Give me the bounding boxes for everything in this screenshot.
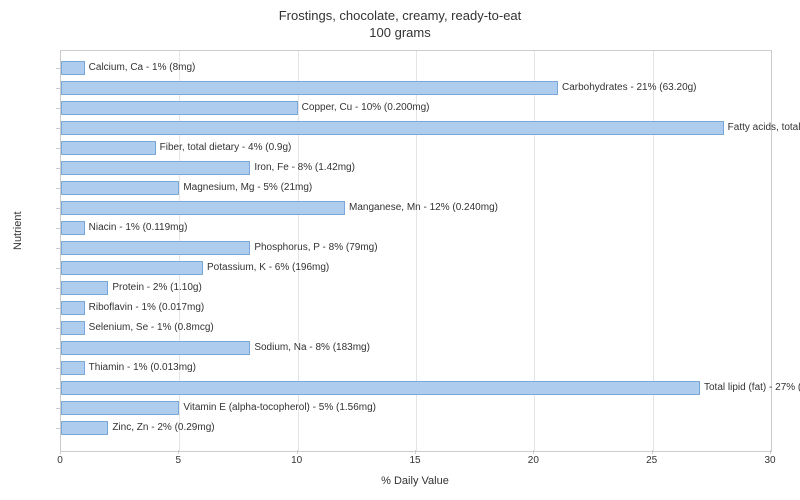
y-tick-mark — [56, 68, 60, 69]
y-tick-mark — [56, 268, 60, 269]
x-tick-mark — [60, 450, 61, 454]
nutrient-bar-label: Zinc, Zn - 2% (0.29mg) — [108, 421, 214, 435]
y-tick-mark — [56, 228, 60, 229]
nutrient-bar-label: Calcium, Ca - 1% (8mg) — [85, 61, 196, 75]
nutrient-bar-label: Selenium, Se - 1% (0.8mcg) — [85, 321, 214, 335]
nutrient-bar — [61, 381, 700, 395]
y-tick-mark — [56, 288, 60, 289]
y-tick-mark — [56, 168, 60, 169]
y-tick-mark — [56, 308, 60, 309]
x-tick-mark — [652, 450, 653, 454]
x-tick-mark — [415, 450, 416, 454]
nutrient-bar — [61, 321, 85, 335]
x-tick-label: 0 — [57, 455, 63, 466]
y-tick-mark — [56, 108, 60, 109]
nutrient-bar — [61, 181, 179, 195]
nutrient-bar — [61, 401, 179, 415]
nutrient-bar — [61, 161, 250, 175]
title-line-1: Frostings, chocolate, creamy, ready-to-e… — [279, 8, 522, 23]
nutrient-bar-label: Protein - 2% (1.10g) — [108, 281, 202, 295]
nutrient-bar — [61, 141, 156, 155]
x-tick-label: 25 — [646, 455, 657, 466]
nutrient-bar-label: Total lipid (fat) - 27% (17.60g) — [700, 381, 800, 395]
y-tick-mark — [56, 88, 60, 89]
y-tick-mark — [56, 348, 60, 349]
nutrient-bar-label: Fiber, total dietary - 4% (0.9g) — [156, 141, 292, 155]
nutrient-bar — [61, 121, 724, 135]
x-tick-label: 15 — [409, 455, 420, 466]
title-line-2: 100 grams — [369, 25, 430, 40]
nutrient-bar — [61, 341, 250, 355]
nutrient-bar-label: Fatty acids, total saturated - 28% (5.52… — [724, 121, 800, 135]
nutrient-bar-label: Magnesium, Mg - 5% (21mg) — [179, 181, 312, 195]
nutrient-bar — [61, 421, 108, 435]
nutrient-bar — [61, 361, 85, 375]
nutrient-bar — [61, 101, 298, 115]
y-tick-mark — [56, 408, 60, 409]
x-axis-label: % Daily Value — [60, 475, 770, 487]
nutrient-bar-label: Niacin - 1% (0.119mg) — [85, 221, 188, 235]
nutrient-bar-label: Copper, Cu - 10% (0.200mg) — [298, 101, 430, 115]
x-tick-label: 20 — [528, 455, 539, 466]
nutrient-bar — [61, 221, 85, 235]
y-tick-mark — [56, 248, 60, 249]
x-tick-mark — [770, 450, 771, 454]
nutrient-bar — [61, 81, 558, 95]
y-tick-mark — [56, 368, 60, 369]
x-tick-label: 10 — [291, 455, 302, 466]
nutrient-bar-label: Potassium, K - 6% (196mg) — [203, 261, 329, 275]
nutrient-bar — [61, 281, 108, 295]
x-tick-mark — [533, 450, 534, 454]
chart-title: Frostings, chocolate, creamy, ready-to-e… — [0, 0, 800, 42]
x-tick-label: 30 — [764, 455, 775, 466]
nutrient-bar-label: Vitamin E (alpha-tocopherol) - 5% (1.56m… — [179, 401, 376, 415]
y-tick-mark — [56, 428, 60, 429]
nutrient-bar — [61, 301, 85, 315]
chart-container: Frostings, chocolate, creamy, ready-to-e… — [0, 0, 800, 500]
x-tick-label: 5 — [176, 455, 182, 466]
nutrient-bar-label: Iron, Fe - 8% (1.42mg) — [250, 161, 355, 175]
y-tick-mark — [56, 388, 60, 389]
y-tick-mark — [56, 328, 60, 329]
nutrient-bar — [61, 201, 345, 215]
y-tick-mark — [56, 188, 60, 189]
y-tick-mark — [56, 148, 60, 149]
x-tick-mark — [178, 450, 179, 454]
nutrient-bar-label: Thiamin - 1% (0.013mg) — [85, 361, 196, 375]
nutrient-bar-label: Phosphorus, P - 8% (79mg) — [250, 241, 377, 255]
y-tick-mark — [56, 128, 60, 129]
nutrient-bar-label: Sodium, Na - 8% (183mg) — [250, 341, 370, 355]
nutrient-bar — [61, 241, 250, 255]
x-tick-mark — [297, 450, 298, 454]
y-tick-mark — [56, 208, 60, 209]
nutrient-bar — [61, 261, 203, 275]
plot-area: Calcium, Ca - 1% (8mg) Carbohydrates - 21… — [60, 50, 772, 452]
nutrient-bar-label: Carbohydrates - 21% (63.20g) — [558, 81, 697, 95]
nutrient-bar — [61, 61, 85, 75]
nutrient-bar-label: Manganese, Mn - 12% (0.240mg) — [345, 201, 498, 215]
y-axis-label: Nutrient — [12, 211, 24, 250]
nutrient-bar-label: Riboflavin - 1% (0.017mg) — [85, 301, 205, 315]
